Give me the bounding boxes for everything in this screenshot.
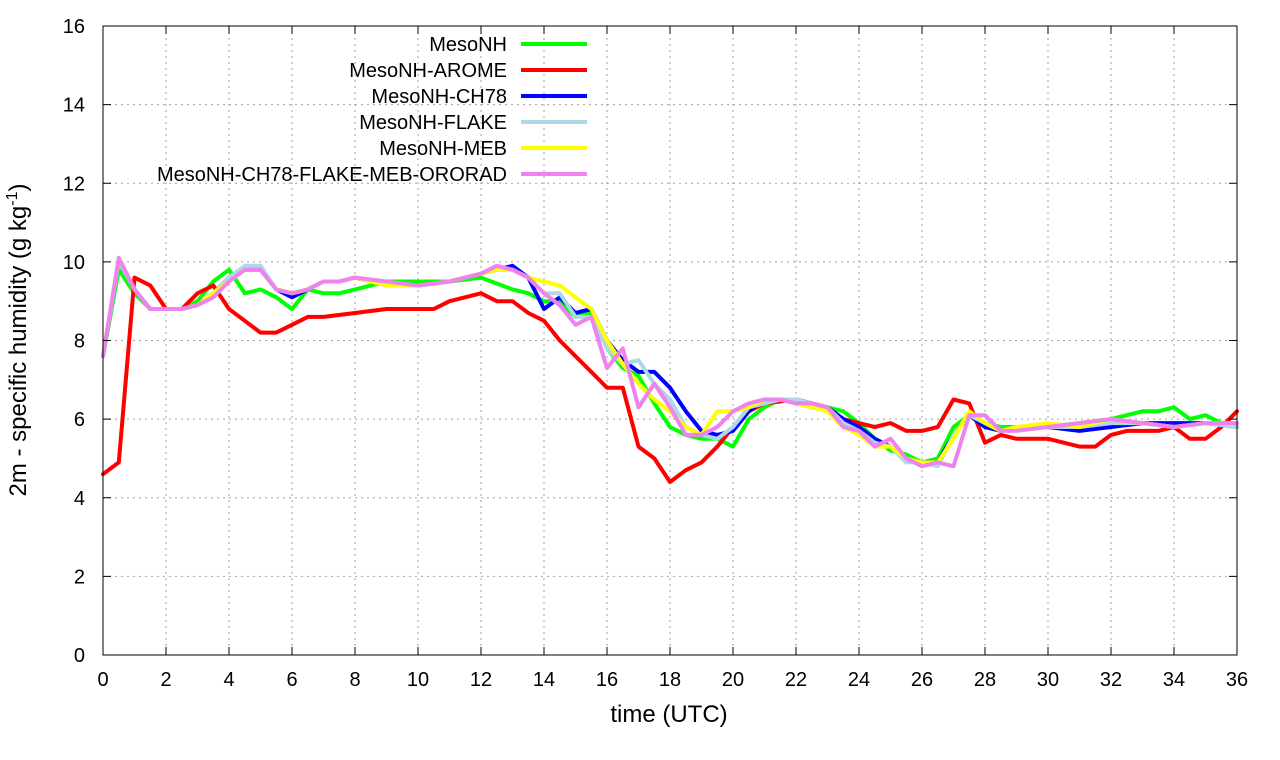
x-tick-label: 10 (407, 669, 429, 691)
legend: MesoNH MesoNH-AROME MesoNH-CH78 MesoNH-FLAK… (157, 34, 587, 186)
x-tick-label: 32 (1100, 669, 1122, 691)
y-tick-label: 6 (74, 409, 85, 431)
y-axis-label-suffix: ) (5, 184, 32, 192)
x-tick-label: 34 (1163, 669, 1185, 691)
x-tick-label: 8 (349, 669, 360, 691)
series-lines (101, 255, 1239, 484)
x-tick-label: 4 (223, 669, 234, 691)
x-tick-label: 2 (160, 669, 171, 691)
legend-label-mesonh-meb: MesoNH-MEB (379, 138, 507, 160)
legend-label-mesonh-flake: MesoNH-FLAKE (359, 112, 507, 134)
x-tick-label: 22 (785, 669, 807, 691)
legend-label-mesonh-ch78-flake-meb-ororad: MesoNH-CH78-FLAKE-MEB-ORORAD (157, 164, 507, 186)
y-tick-label: 0 (74, 645, 85, 667)
legend-label-mesonh-ch78: MesoNH-CH78 (371, 86, 507, 108)
y-tick-label: 14 (63, 95, 85, 117)
y-tick-label: 8 (74, 331, 85, 353)
x-tick-label: 36 (1226, 669, 1248, 691)
x-tick-label: 30 (1037, 669, 1059, 691)
y-axis-label-superscript: -1 (4, 191, 21, 205)
legend-label-mesonh: MesoNH (429, 34, 507, 56)
x-tick-label: 0 (97, 669, 108, 691)
x-tick-label: 24 (848, 669, 870, 691)
x-axis-label: time (UTC) (610, 701, 727, 728)
x-tick-label: 18 (659, 669, 681, 691)
y-axis-label-main: 2m - specific humidity (g kg (5, 206, 32, 497)
x-tick-label: 6 (286, 669, 297, 691)
series-line-mesonh-arome (101, 275, 1239, 484)
x-tick-label: 16 (596, 669, 618, 691)
x-tick-label: 20 (722, 669, 744, 691)
x-tick-label: 14 (533, 669, 555, 691)
y-tick-label: 12 (63, 173, 85, 195)
x-tick-label: 12 (470, 669, 492, 691)
series-line-mesonh-ch78-flake-meb-ororad (101, 255, 1239, 469)
y-axis-label: 2m - specific humidity (g kg-1) (4, 184, 32, 497)
axis-ticks: 0 2 4 6 8 10 12 14 16 18 20 22 24 26 28 30 32 34 360246810… (63, 16, 1248, 691)
y-tick-label: 2 (74, 566, 85, 588)
y-tick-label: 16 (63, 16, 85, 38)
x-tick-label: 28 (974, 669, 996, 691)
x-tick-label: 26 (911, 669, 933, 691)
y-tick-label: 10 (63, 252, 85, 274)
legend-label-mesonh-arome: MesoNH-AROME (349, 60, 507, 82)
y-tick-label: 4 (74, 488, 85, 510)
